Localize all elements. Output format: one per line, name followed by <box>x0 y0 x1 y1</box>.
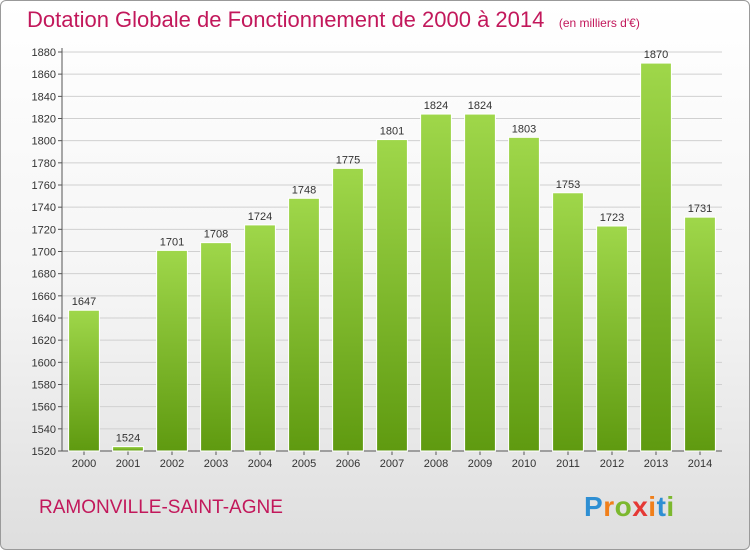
y-tick-label: 1540 <box>32 424 56 436</box>
city-name: RAMONVILLE-SAINT-AGNE <box>39 497 283 518</box>
y-tick-label: 1600 <box>32 357 56 369</box>
x-tick-label-2006: 2006 <box>336 458 360 470</box>
bar-2004 <box>244 224 276 452</box>
x-tick-label-2007: 2007 <box>380 458 404 470</box>
x-tick-label-2008: 2008 <box>424 458 448 470</box>
x-tick-label-2000: 2000 <box>72 458 96 470</box>
x-tick-label-2005: 2005 <box>292 458 316 470</box>
y-tick-label: 1800 <box>32 136 56 148</box>
value-label-2000: 1647 <box>72 296 96 308</box>
y-tick-label: 1560 <box>32 402 56 414</box>
x-tick-label-2014: 2014 <box>688 458 712 470</box>
value-label-2009: 1824 <box>468 100 492 112</box>
value-label-2011: 1753 <box>556 179 580 191</box>
y-tick-label: 1620 <box>32 335 56 347</box>
logo-letter: o <box>614 491 633 522</box>
y-tick-label: 1640 <box>32 313 56 325</box>
bar-2012 <box>596 225 628 452</box>
bar-2002 <box>156 249 188 452</box>
x-tick-label-2001: 2001 <box>116 458 140 470</box>
bar-2009 <box>464 113 496 452</box>
bar-2001 <box>112 446 144 452</box>
y-tick-label: 1680 <box>32 269 56 281</box>
x-tick-label-2004: 2004 <box>248 458 272 470</box>
value-label-2012: 1723 <box>600 212 624 224</box>
value-label-2001: 1524 <box>116 433 140 445</box>
x-tick-label-2002: 2002 <box>160 458 184 470</box>
y-tick-label: 1580 <box>32 380 56 392</box>
logo-letter: r <box>603 491 615 522</box>
title-line: Dotation Globale de Fonctionnement de 20… <box>27 7 640 33</box>
bar-2013 <box>640 62 672 452</box>
logo-letter: i <box>648 491 657 522</box>
x-tick-label-2012: 2012 <box>600 458 624 470</box>
x-tick-label-2009: 2009 <box>468 458 492 470</box>
bar-2003 <box>200 242 232 452</box>
value-label-2005: 1748 <box>292 184 316 196</box>
chart-title: Dotation Globale de Fonctionnement de 20… <box>27 7 545 32</box>
y-tick-label: 1700 <box>32 247 56 259</box>
y-tick-label: 1660 <box>32 291 56 303</box>
chart-unit-note: (en milliers d'€) <box>558 16 640 30</box>
x-tick-label-2011: 2011 <box>556 458 580 470</box>
y-tick-label: 1520 <box>32 446 56 458</box>
y-tick-label: 1760 <box>32 180 56 192</box>
y-tick-label: 1880 <box>32 47 56 59</box>
bar-2006 <box>332 167 364 452</box>
y-tick-label: 1720 <box>32 224 56 236</box>
bar-2011 <box>552 192 584 452</box>
y-tick-label: 1780 <box>32 158 56 170</box>
bar-2000 <box>68 309 100 452</box>
x-tick-label-2003: 2003 <box>204 458 228 470</box>
y-tick-label: 1860 <box>32 69 56 81</box>
logo-letter: x <box>632 491 649 522</box>
y-tick-label: 1740 <box>32 202 56 214</box>
logo-letter: i <box>666 491 675 522</box>
value-label-2006: 1775 <box>336 154 360 166</box>
bar-2005 <box>288 197 320 452</box>
value-label-2014: 1731 <box>688 203 712 215</box>
bar-2014 <box>684 216 716 452</box>
logo-letter: P <box>584 491 604 522</box>
value-label-2007: 1801 <box>380 126 404 138</box>
value-labels: 1647 1524 1701 1708 1724 1748 1775 1801 1824 1824… <box>72 49 712 444</box>
x-tick-label-2013: 2013 <box>644 458 668 470</box>
value-label-2013: 1870 <box>644 49 668 61</box>
x-tick-label-2010: 2010 <box>512 458 536 470</box>
proxiti-logo: Proxiti <box>584 491 675 523</box>
value-label-2002: 1701 <box>160 236 184 248</box>
value-label-2004: 1724 <box>248 211 272 223</box>
logo-letter: t <box>656 491 667 522</box>
y-tick-label: 1820 <box>32 114 56 126</box>
value-label-2003: 1708 <box>204 229 228 241</box>
y-tick-label: 1840 <box>32 91 56 103</box>
axes: 1520 1540 1560 1580 1600 1620 1640 1660 1680 1700… <box>32 47 722 470</box>
value-label-2008: 1824 <box>424 100 448 112</box>
bars <box>68 62 716 452</box>
bar-2007 <box>376 139 408 452</box>
bar-2010 <box>508 136 540 452</box>
value-label-2010: 1803 <box>512 123 536 135</box>
bar-2008 <box>420 113 452 452</box>
